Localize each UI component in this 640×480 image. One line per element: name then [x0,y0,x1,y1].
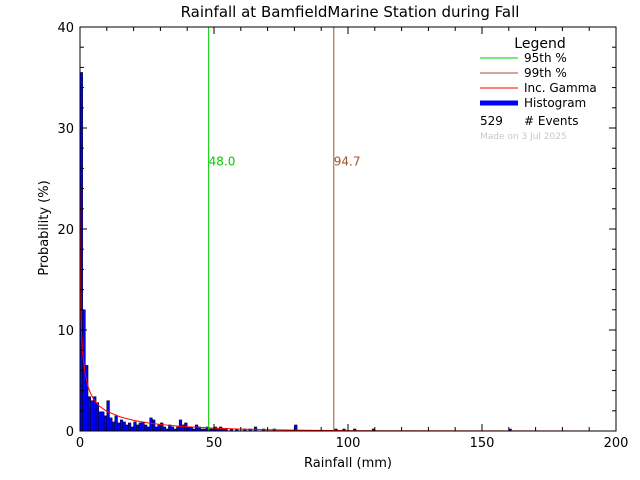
legend-label-p99: 99th % [524,66,567,80]
histogram-bar [106,400,110,432]
histogram-bar [138,422,142,432]
histogram-bar [141,421,145,432]
histogram-bar [119,419,124,432]
histogram-bar [117,422,121,432]
histogram-bar [154,426,158,432]
legend-events-count: 529 [480,114,503,128]
histogram-bar [178,419,183,432]
histogram-bar [109,417,113,432]
histogram-bar [127,422,132,432]
axes: 0 50 100 150 200 0 10 20 30 40 [57,21,628,451]
histogram-bar [95,402,100,432]
histogram-bar [114,415,118,432]
histogram-bar [111,421,116,432]
x-tick-label: 200 [604,436,629,451]
histogram-bar [101,411,105,432]
x-axis-title: Rainfall (mm) [304,456,392,471]
legend-label-p95: 95th % [524,51,567,65]
legend-title: Legend [514,36,565,52]
histogram-bar [98,411,102,432]
histogram-bar [122,421,126,432]
histogram-bar [146,426,150,432]
x-tick-label: 50 [206,436,223,451]
y-tick-label: 10 [57,324,74,339]
legend-label-gamma: Inc. Gamma [524,81,597,95]
histogram-bar [194,424,199,432]
histogram-bar [219,426,223,432]
x-tick-label: 100 [336,436,361,451]
made-on-note: Made on 3 Jul 2025 [480,132,567,142]
histogram-bar [189,426,193,432]
histogram-bar [170,426,175,432]
legend-events-label: # Events [524,114,579,128]
histogram-bar [176,426,180,432]
histogram-bar [152,419,156,432]
y-tick-label: 0 [66,425,74,440]
y-tick-label: 40 [57,21,74,36]
p95-value-label: 48.0 [209,154,236,168]
histogram-bar [181,424,185,432]
histogram-bar [162,426,167,432]
y-tick-label: 30 [57,122,74,137]
histogram-bar [90,400,94,432]
gamma-curve [79,188,617,432]
legend-label-histogram: Histogram [524,96,586,110]
x-tick-label: 150 [470,436,495,451]
plot-area: 48.0 94.7 [79,27,617,432]
histogram-bar [149,417,153,432]
histogram-bar [144,424,148,432]
histogram-bar [87,396,91,432]
p99-value-label: 94.7 [334,154,361,168]
y-axis-title: Probability (%) [37,180,52,275]
chart-title: Rainfall at BamfieldMarine Station durin… [181,3,520,21]
y-tick-label: 20 [57,223,74,238]
histogram-bar [136,424,140,432]
x-tick-label: 0 [76,436,84,451]
histogram-bar [125,424,129,432]
